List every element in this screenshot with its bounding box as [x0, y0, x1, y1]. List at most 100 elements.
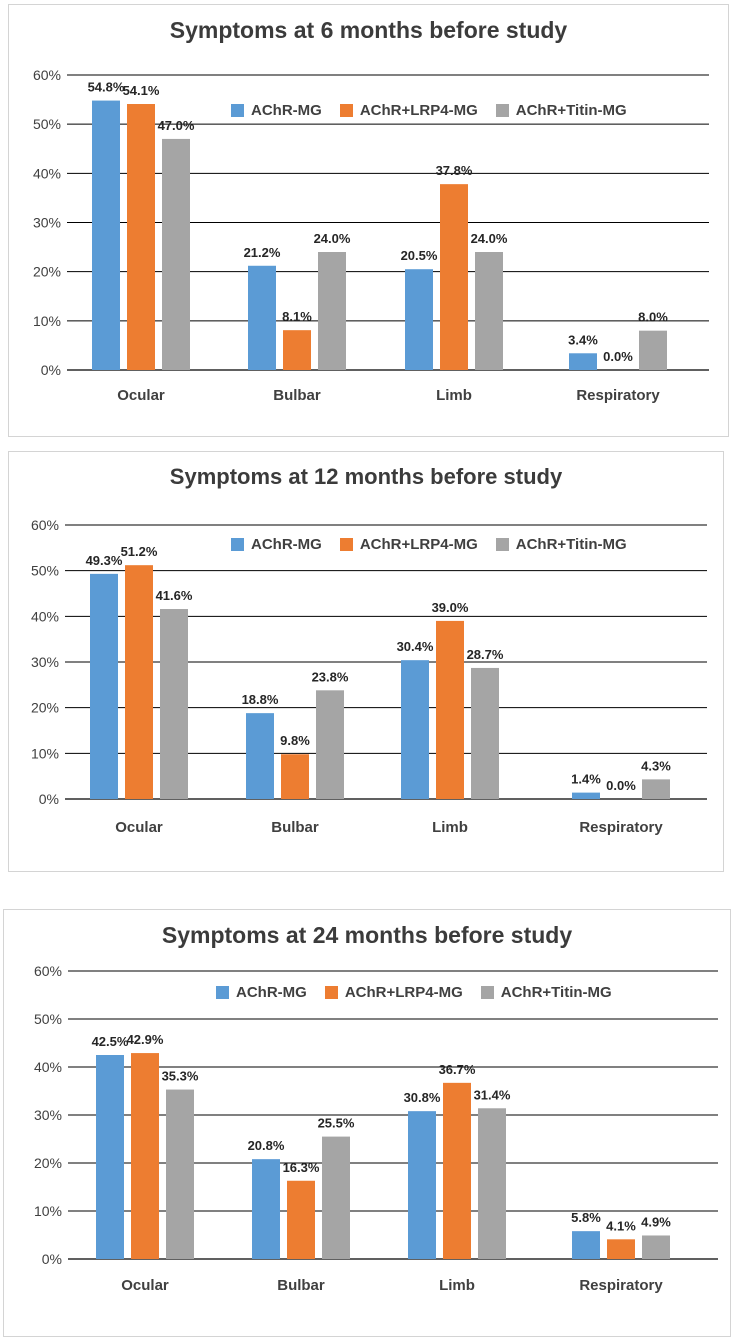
chart-legend: AChR-MG AChR+LRP4-MG AChR+Titin-MG	[216, 984, 612, 1001]
data-label: 24.0%	[471, 231, 508, 246]
chart-panel-24-months: Symptoms at 24 months before study 0% 10%…	[3, 909, 731, 1337]
data-label: 1.4%	[571, 772, 601, 787]
data-label: 16.3%	[283, 1160, 320, 1175]
data-label: 24.0%	[314, 231, 351, 246]
y-tick-label: 60%	[33, 67, 61, 83]
x-category-label: Ocular	[121, 1277, 169, 1294]
y-tick-label: 0%	[39, 791, 59, 807]
chart-plot: 0% 10% 20% 30% 40% 50% 60% Ocular Bulbar Limb Resp…	[33, 67, 709, 404]
chart-title: Symptoms at 12 months before study	[169, 464, 563, 489]
legend-item-achr: AChR-MG	[216, 984, 307, 1001]
legend-item-lrp4: AChR+LRP4-MG	[324, 984, 463, 1001]
legend-swatch-icon	[339, 538, 353, 551]
bar-lrp4	[607, 1239, 635, 1259]
chart-panel-6-months: Symptoms at 6 months before study 0% 10% 2…	[8, 4, 729, 437]
bar-titin	[166, 1089, 194, 1259]
data-label: 30.4%	[397, 639, 434, 654]
legend-item-achr: AChR-MG	[231, 536, 322, 553]
bar-lrp4	[131, 1053, 159, 1259]
bar-achr	[96, 1055, 124, 1259]
data-label: 20.5%	[401, 248, 438, 263]
legend-label: AChR+Titin-MG	[515, 102, 627, 119]
data-label: 0.0%	[606, 778, 636, 793]
x-category-label: Respiratory	[579, 819, 663, 836]
y-tick-label: 0%	[41, 362, 61, 378]
bar-lrp4	[436, 620, 464, 799]
legend-swatch-icon	[495, 104, 509, 117]
y-tick-label: 10%	[31, 745, 59, 761]
y-tick-label: 30%	[31, 654, 59, 670]
legend-item-titin: AChR+Titin-MG	[480, 984, 612, 1001]
chart-plot: 0% 10% 20% 30% 40% 50% 60% Ocular Bulbar Limb Resp…	[31, 517, 707, 836]
legend-item-achr: AChR-MG	[231, 102, 322, 119]
x-category-label: Respiratory	[579, 1277, 663, 1294]
legend-item-lrp4: AChR+LRP4-MG	[339, 102, 478, 119]
legend-label: AChR+LRP4-MG	[359, 536, 478, 553]
x-category-label: Ocular	[115, 819, 163, 836]
data-label: 3.4%	[568, 332, 598, 347]
bar-titin	[639, 330, 667, 370]
y-tick-label: 30%	[33, 215, 61, 231]
data-label: 42.5%	[92, 1034, 129, 1049]
bar-titin	[642, 1235, 670, 1259]
y-tick-label: 40%	[33, 165, 61, 181]
data-label: 41.6%	[156, 588, 193, 603]
x-category-label: Limb	[439, 1277, 475, 1294]
legend-swatch-icon	[216, 986, 229, 999]
y-tick-label: 30%	[34, 1107, 62, 1123]
legend-swatch-icon	[480, 986, 494, 999]
chart-legend: AChR-MG AChR+LRP4-MG AChR+Titin-MG	[231, 536, 627, 553]
data-label: 36.7%	[439, 1062, 476, 1077]
data-label: 0.0%	[603, 349, 633, 364]
legend-swatch-icon	[339, 104, 353, 117]
legend-item-titin: AChR+Titin-MG	[495, 536, 627, 553]
legend-label: AChR+LRP4-MG	[344, 984, 463, 1001]
data-label: 51.2%	[121, 544, 158, 559]
y-tick-label: 20%	[33, 264, 61, 280]
data-label: 30.8%	[404, 1090, 441, 1105]
chart-legend: AChR-MG AChR+LRP4-MG AChR+Titin-MG	[231, 102, 627, 119]
legend-label: AChR-MG	[236, 984, 307, 1001]
legend-label: AChR-MG	[251, 536, 322, 553]
data-label: 4.3%	[641, 758, 671, 773]
legend-item-titin: AChR+Titin-MG	[495, 102, 627, 119]
x-category-label: Bulbar	[271, 819, 319, 836]
data-label: 35.3%	[162, 1069, 199, 1084]
x-category-label: Limb	[436, 387, 472, 404]
bar-achr	[408, 1111, 436, 1259]
bar-achr	[252, 1159, 280, 1259]
legend-label: AChR+Titin-MG	[500, 984, 612, 1001]
data-label: 42.9%	[127, 1032, 164, 1047]
y-tick-label: 20%	[34, 1155, 62, 1171]
bar-titin	[162, 138, 190, 370]
chart-title: Symptoms at 24 months before study	[161, 922, 573, 948]
y-tick-label: 10%	[34, 1203, 62, 1219]
y-tick-label: 50%	[31, 563, 59, 579]
bar-achr	[569, 353, 597, 370]
data-label: 9.8%	[280, 733, 310, 748]
bar-achr	[246, 713, 274, 799]
chart-plot: 0% 10% 20% 30% 40% 50% 60% Ocular Bulbar Limb Resp…	[34, 963, 718, 1294]
chart-title: Symptoms at 6 months before study	[169, 17, 568, 43]
bar-achr	[572, 1231, 600, 1259]
data-label: 5.8%	[571, 1210, 601, 1225]
data-label: 49.3%	[86, 553, 123, 568]
y-tick-label: 40%	[34, 1059, 62, 1075]
bar-lrp4	[127, 104, 155, 370]
bar-achr	[572, 792, 600, 799]
data-label: 25.5%	[318, 1116, 355, 1131]
data-label: 54.1%	[123, 83, 160, 98]
data-label: 21.2%	[244, 245, 281, 260]
bar-titin	[642, 779, 670, 799]
bar-titin	[318, 252, 346, 370]
bar-achr	[401, 660, 429, 799]
y-tick-label: 10%	[33, 313, 61, 329]
data-label: 20.8%	[248, 1138, 285, 1153]
legend-label: AChR+LRP4-MG	[359, 102, 478, 119]
x-category-label: Bulbar	[277, 1277, 325, 1294]
bar-titin	[316, 690, 344, 799]
data-label: 4.9%	[641, 1214, 671, 1229]
legend-swatch-icon	[495, 538, 509, 551]
y-tick-label: 20%	[31, 700, 59, 716]
y-tick-label: 40%	[31, 608, 59, 624]
